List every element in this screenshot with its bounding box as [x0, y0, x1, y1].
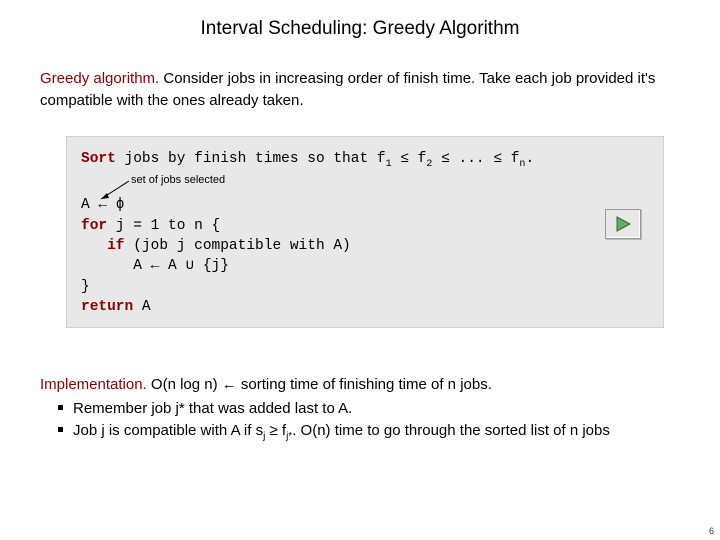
page-number: 6: [709, 526, 714, 536]
intro-paragraph: Greedy algorithm. Consider jobs in incre…: [40, 68, 680, 112]
kw-return: return: [81, 299, 133, 315]
kw-for: for: [81, 218, 107, 234]
impl-runin: Implementation.: [40, 376, 147, 393]
annotation-arrow: [97, 179, 131, 203]
code-line-2: A ← ϕ: [81, 195, 649, 215]
code-line-6: }: [81, 277, 649, 297]
slide-title: Interval Scheduling: Greedy Algorithm: [40, 18, 680, 40]
implementation-block: Implementation. O(n log n) ← sorting tim…: [40, 374, 680, 444]
kw-sort: Sort: [81, 151, 116, 167]
code-line-7: return A: [81, 297, 649, 317]
intro-runin: Greedy algorithm.: [40, 70, 159, 87]
annotation-label: set of jobs selected: [131, 173, 225, 188]
impl-line1: O(n log n) ← sorting time of finishing t…: [147, 376, 492, 393]
impl-bullet-1: Remember job j* that was added last to A…: [58, 398, 680, 420]
code-line-sort: Sort jobs by finish times so that f1 ≤ f…: [81, 149, 649, 172]
pseudocode-box: Sort jobs by finish times so that f1 ≤ f…: [66, 136, 664, 329]
kw-if: if: [107, 238, 124, 254]
play-button[interactable]: [605, 209, 641, 239]
code-line-5: A ← A ∪ {j}: [81, 256, 649, 276]
code-line-3: for j = 1 to n {: [81, 216, 649, 236]
code-line-4: if (job j compatible with A): [81, 236, 649, 256]
play-icon: [614, 215, 632, 233]
impl-bullet-2: Job j is compatible with A if sj ≥ fj*. …: [58, 420, 680, 445]
